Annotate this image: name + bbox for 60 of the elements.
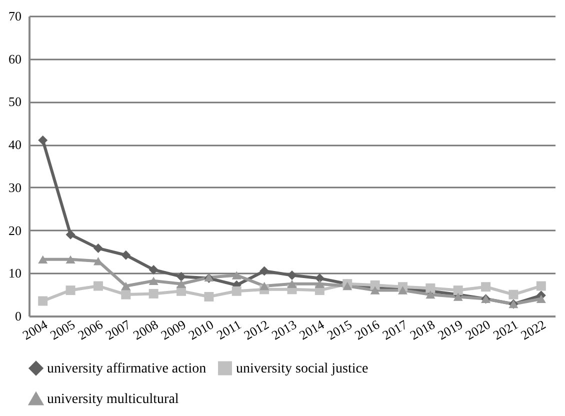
x-tick-label: 2021 <box>490 316 520 343</box>
x-tick-label: 2019 <box>435 316 466 343</box>
x-tick-label: 2008 <box>130 316 161 343</box>
y-tick-label: 60 <box>8 51 22 66</box>
point <box>453 292 463 301</box>
point <box>66 255 76 264</box>
legend-label: university social justice <box>236 361 368 376</box>
point <box>93 244 103 254</box>
legend-label: university affirmative action <box>47 361 206 376</box>
point <box>148 264 158 274</box>
y-tick-label: 50 <box>8 94 22 110</box>
y-tick-label: 10 <box>8 266 22 281</box>
x-tick-label: 2013 <box>268 316 299 343</box>
point <box>314 274 324 284</box>
point <box>232 271 242 280</box>
point <box>66 286 76 296</box>
x-tick-label: 2004 <box>20 316 50 343</box>
y-tick-label: 40 <box>8 137 22 152</box>
point <box>370 280 380 290</box>
point <box>121 282 131 290</box>
point <box>148 288 158 298</box>
point <box>370 286 380 294</box>
point <box>66 230 76 240</box>
point <box>38 255 48 264</box>
x-tick-label: 2012 <box>241 316 272 343</box>
y-tick-label: 70 <box>8 8 22 24</box>
point <box>536 281 546 291</box>
x-tick-label: 2005 <box>48 316 78 343</box>
point <box>260 266 270 276</box>
point <box>121 250 131 260</box>
point <box>426 283 436 293</box>
point <box>426 290 436 299</box>
point <box>121 290 131 300</box>
point <box>93 281 103 291</box>
point <box>453 286 463 296</box>
point <box>287 280 297 288</box>
y-tick-label: 0 <box>15 308 22 324</box>
point <box>204 292 214 302</box>
point <box>536 294 546 303</box>
point <box>314 280 324 288</box>
point <box>176 280 186 288</box>
point <box>260 282 270 290</box>
point <box>481 282 491 292</box>
point <box>148 276 158 285</box>
point <box>342 282 352 290</box>
point <box>176 272 186 282</box>
x-tick-label: 2011 <box>214 316 244 343</box>
legend-label: university multicultural <box>47 392 179 407</box>
point <box>38 136 48 146</box>
y-tick-label: 30 <box>8 180 22 195</box>
point <box>38 296 48 306</box>
x-tick-label: 2009 <box>158 316 188 343</box>
x-tick-label: 2010 <box>186 316 216 343</box>
x-tick-label: 2016 <box>352 316 382 343</box>
point <box>508 290 518 300</box>
x-tick-label: 2022 <box>518 316 548 343</box>
point <box>232 286 242 296</box>
x-tick-label: 2020 <box>462 316 493 343</box>
y-tick-label: 20 <box>8 222 22 238</box>
point <box>287 270 297 280</box>
